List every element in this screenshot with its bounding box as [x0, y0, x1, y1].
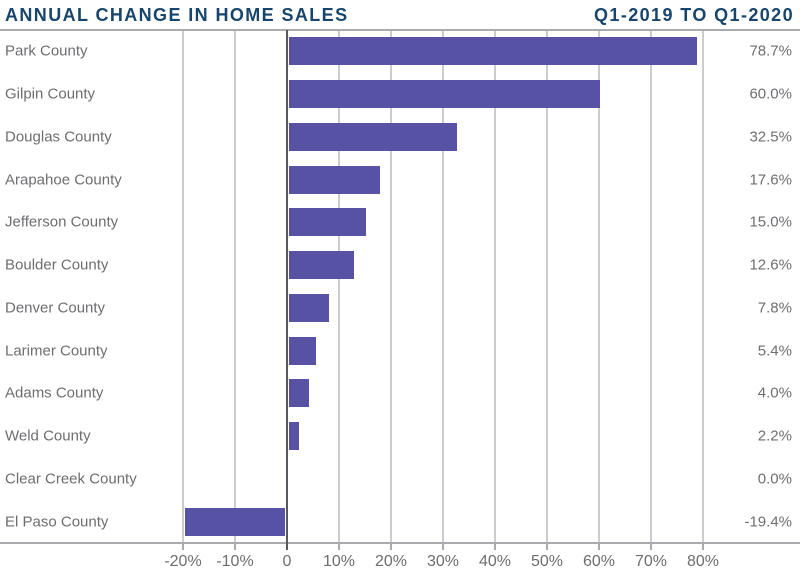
category-label: Park County — [5, 42, 88, 60]
gridline — [390, 30, 392, 543]
x-axis-tick — [598, 544, 600, 550]
bar-arapahoe-county — [289, 165, 380, 194]
x-axis-tick — [442, 544, 444, 550]
bar-jefferson-county — [289, 208, 366, 237]
gridline — [338, 30, 340, 543]
bar-park-county — [289, 37, 698, 66]
x-axis-tick — [234, 544, 236, 550]
category-label: Clear Creek County — [5, 470, 137, 488]
category-label: Jefferson County — [5, 213, 119, 231]
x-axis-tick — [390, 544, 392, 550]
x-axis-tick-label: -20% — [164, 553, 202, 570]
x-axis-tick — [546, 544, 548, 550]
category-label: Douglas County — [5, 128, 112, 146]
value-label: -19.4% — [744, 513, 792, 531]
value-label: 17.6% — [749, 171, 792, 189]
chart-period-label: Q1-2019 TO Q1-2020 — [594, 5, 794, 25]
bar-el-paso-county — [185, 507, 285, 536]
category-label: Boulder County — [5, 256, 109, 274]
gridline — [494, 30, 496, 543]
gridline — [598, 30, 600, 543]
value-label: 60.0% — [749, 85, 792, 103]
x-axis-tick-label: 10% — [322, 553, 356, 570]
value-label: 12.6% — [749, 256, 792, 274]
x-axis-tick-label: 70% — [634, 553, 668, 570]
plot-top-border — [0, 29, 800, 31]
bar-larimer-county — [289, 336, 317, 365]
value-label: 15.0% — [749, 213, 792, 231]
x-axis-tick — [182, 544, 184, 550]
bar-weld-county — [289, 422, 300, 451]
category-label: Arapahoe County — [5, 171, 122, 189]
zero-axis-line — [286, 30, 288, 550]
value-label: 32.5% — [749, 128, 792, 146]
x-axis-tick-label: -10% — [216, 553, 254, 570]
category-label: Weld County — [5, 427, 91, 445]
value-label: 2.2% — [757, 427, 792, 445]
gridline — [546, 30, 548, 543]
x-axis-tick-label: 60% — [582, 553, 616, 570]
bar-douglas-county — [289, 122, 457, 151]
x-axis-tick-label: 0 — [282, 553, 292, 570]
gridline — [182, 30, 184, 543]
x-axis-line — [0, 542, 800, 544]
category-label: El Paso County — [5, 513, 109, 531]
value-label: 7.8% — [757, 299, 792, 317]
bar-gilpin-county — [289, 80, 600, 109]
value-label: 78.7% — [749, 42, 792, 60]
x-axis-tick-label: 50% — [530, 553, 564, 570]
x-axis-tick — [338, 544, 340, 550]
x-axis-tick-label: 40% — [478, 553, 512, 570]
bar-boulder-county — [289, 251, 354, 280]
x-axis-tick-label: 20% — [374, 553, 408, 570]
value-label: 5.4% — [757, 342, 792, 360]
chart-title: ANNUAL CHANGE IN HOME SALES — [5, 5, 349, 25]
bar-denver-county — [289, 293, 329, 322]
x-axis-tick-label: 30% — [426, 553, 460, 570]
x-axis-tick-label: 80% — [686, 553, 720, 570]
category-label: Adams County — [5, 384, 104, 402]
category-label: Denver County — [5, 299, 106, 317]
bar-adams-county — [289, 379, 309, 408]
value-label: 0.0% — [757, 470, 792, 488]
gridline — [702, 30, 704, 543]
gridline — [234, 30, 236, 543]
x-axis-tick — [494, 544, 496, 550]
category-label: Larimer County — [5, 342, 108, 360]
gridline — [442, 30, 444, 543]
value-label: 4.0% — [757, 384, 792, 402]
x-axis-tick — [702, 544, 704, 550]
x-axis-tick — [650, 544, 652, 550]
gridline — [650, 30, 652, 543]
category-label: Gilpin County — [5, 85, 96, 103]
